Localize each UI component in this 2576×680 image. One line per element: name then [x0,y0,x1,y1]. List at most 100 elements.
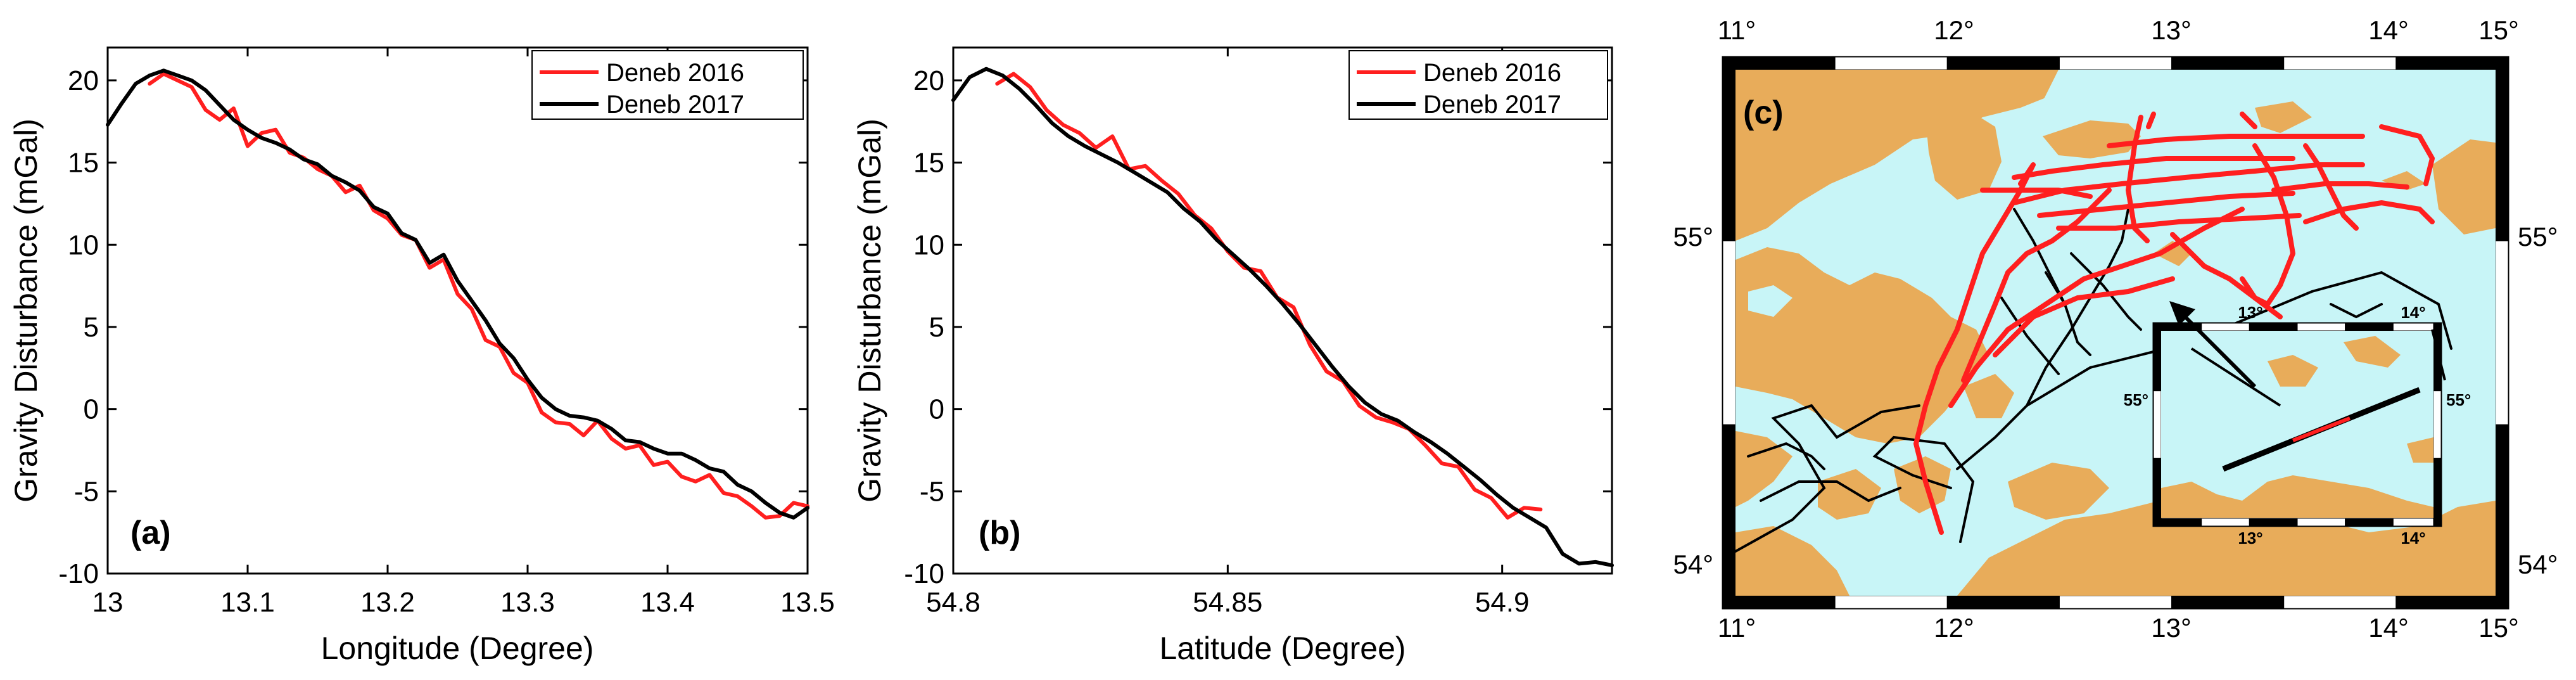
track-red-13 [2252,143,2295,307]
map-lon-top-13: 13° [2151,15,2192,45]
map-lon-top-12: 12° [1934,15,1974,45]
map-bar-left-0 [1722,56,1736,241]
track-red-20 [2240,112,2257,129]
track-black-10 [2013,208,2066,305]
land-ven-island [1926,111,2002,200]
panel-a-series-black [106,68,809,520]
map-bar-top-2 [1946,56,2060,70]
panel-b-legend: Deneb 2016 Deneb 2017 [1348,50,1608,120]
map-bar-bottom-6 [2395,595,2509,609]
inset-lat-left: 55° [2124,390,2148,409]
panel-b-legend-box [1348,50,1608,120]
track-black-7 [2045,271,2091,356]
track-black-6 [2026,271,2452,407]
inset-land-corner [2407,437,2433,463]
arrow-tail-line [2431,329,2446,381]
panel-b-series-red [995,72,1543,520]
panel-b-ytick-label-1: -5 [920,476,944,507]
map-lat-left-55: 55° [1673,222,1713,252]
panel-b-ytick-label-6: 20 [913,65,944,96]
track-black-3 [1760,480,1901,503]
panel-b-ytick-label-2: 0 [929,394,944,425]
track-black-9 [2000,297,2060,375]
panel-b-legend-label-2016: Deneb 2016 [1423,59,1561,87]
land-rugen [2008,463,2109,520]
inset-lon-bottom-14: 14° [2401,529,2425,548]
panel-a-ticks: 13 13.1 13.2 13.3 13.4 13.5 -10 -5 0 5 10 15 20 [58,48,835,618]
inset-land-east [2344,336,2401,368]
inset-lon-top-14: 14° [2401,303,2425,322]
panel-a-xtick-label-5: 13.5 [780,587,835,618]
map-inset: 13° 14° 13° 14° 55° 55° [2124,303,2471,548]
map-bar-bottom-0 [1722,595,1836,609]
panel-a-xlabel: Longitude (Degree) [321,631,594,666]
map-bar-left-2 [1722,424,1736,609]
land-mon [1964,374,2014,418]
track-red-diagonal [1913,162,2036,535]
arrow-shaft [2183,315,2257,388]
inset-zoom-line [2190,347,2281,407]
map-lat-left-54: 54° [1673,549,1713,579]
inset-bar-left-2 [2153,458,2162,527]
map-bar-right-2 [2495,424,2509,609]
panel-a-legend-label-2017: Deneb 2017 [606,91,744,119]
panel-b-ytick-label-4: 10 [913,229,944,260]
map-lon-bottom-11: 11° [1718,613,1756,643]
track-red-16 [2303,200,2435,224]
inset-bar-top-2 [2249,323,2298,331]
map-bar-top-5 [2283,56,2397,70]
inset-lat-right: 55° [2446,390,2471,409]
map-lon-top-14: 14° [2368,15,2409,45]
track-red-3 [1948,207,2245,408]
panel-a-ytick-label-1: -5 [74,476,99,507]
track-red-19 [2146,112,2156,129]
panel-a-xtick-label-3: 13.3 [500,587,555,618]
panel-a-ytick-label-4: 10 [68,229,99,260]
land-sweden-southwest [1735,70,2059,241]
map-lon-bottom-14: 14° [2368,613,2409,643]
tracks-red [1913,112,2435,535]
map-bar-right-1 [2495,240,2509,425]
map-bar-bottom-3 [2059,595,2173,609]
map-lon-bottom-15: 15° [2478,613,2519,643]
map-bar-top-4 [2171,56,2285,70]
map-bar-bottom-4 [2171,595,2285,609]
inset-bar-right-1 [2433,390,2442,459]
panel-b-ylabel: Gravity Disturbance (mGal) [852,119,887,503]
panel-a-series [106,68,809,520]
map-lon-top-15: 15° [2478,15,2519,45]
panel-a-ylabel: Gravity Disturbance (mGal) [8,119,44,503]
panel-b-ticks: 54.8 54.85 54.9 -10 -5 0 5 10 15 20 [904,48,1612,618]
inset-bar-bottom-1 [2201,518,2250,527]
inset-bar-top-4 [2345,323,2394,331]
panel-a-ytick-label-3: 5 [84,312,99,343]
track-red-17 [2379,124,2435,186]
inset-bar-top-3 [2297,323,2346,331]
map-bar-bottom-2 [1946,595,2060,609]
panel-a-label: (a) [130,515,171,551]
panel-a-legend: Deneb 2016 Deneb 2017 [531,50,804,120]
map-bar-top-0 [1722,56,1836,70]
inset-bar-right-2 [2433,458,2442,527]
land-bornholm [2432,139,2496,234]
panel-a-xtick-label-2: 13.2 [360,587,415,618]
map-lon-ticks-bottom: 11° 12° 13° 14° 15° [1718,613,2519,643]
panel-b-xtick-label-0: 54.8 [926,587,980,618]
track-black-2 [1735,404,1920,553]
panel-a-ytick-label-2: 0 [84,394,99,425]
inset-red-track [2292,416,2351,442]
inset-land-north [2268,355,2318,387]
map-lon-bottom-13: 13° [2151,613,2192,643]
map-frame-bars [1722,56,2509,609]
panel-a-ytick-label-5: 15 [68,148,99,179]
panel-a-xtick-label-1: 13.1 [220,587,275,618]
panel-a-xtick-label-4: 13.4 [640,587,695,618]
land-funen-east [1735,431,1792,507]
track-black-8 [2070,252,2142,331]
track-red-8 [2037,191,2295,218]
panel-a-line-chart: 13 13.1 13.2 13.3 13.4 13.5 -10 -5 0 5 10 15 20 Long… [8,46,835,666]
map-bar-top-6 [2395,56,2509,70]
panel-a-plot-frame [106,46,809,575]
panel-b-series-black [951,67,1614,567]
land-skane-coast [2043,120,2141,158]
